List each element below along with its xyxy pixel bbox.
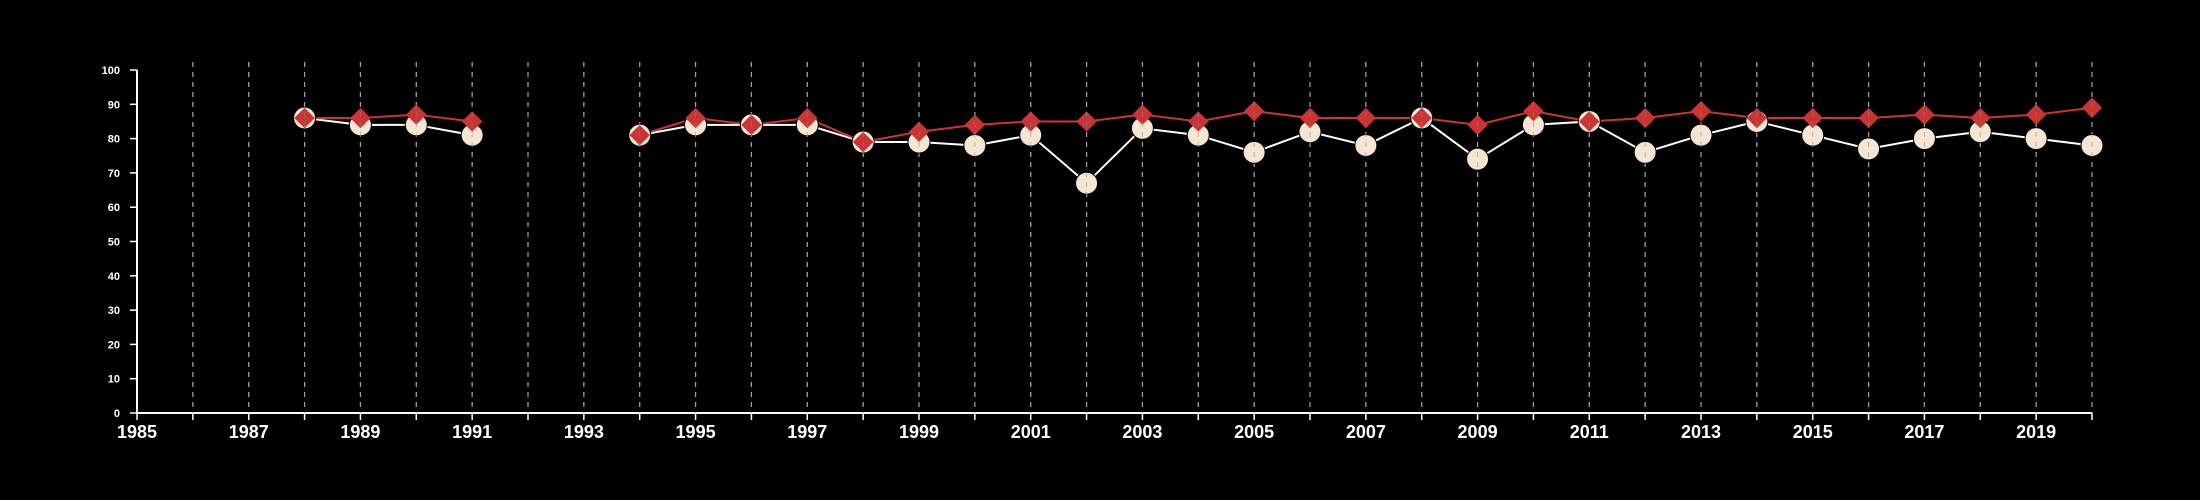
x-tick-label-2019: 2019 bbox=[2016, 422, 2056, 442]
y-tick-label-30: 30 bbox=[108, 305, 120, 317]
y-tick-label-90: 90 bbox=[108, 99, 120, 111]
tick-labels: 0 10 20 30 40 50 60 70 80 90 100 1985 1987 1989 1991 19… bbox=[102, 65, 2057, 442]
x-tick-label-1999: 1999 bbox=[899, 422, 939, 442]
series-b-point-2006 bbox=[1299, 107, 1321, 129]
series-b-point-1999 bbox=[908, 121, 930, 142]
y-tick-label-0: 0 bbox=[114, 408, 120, 420]
x-tick-label-1985: 1985 bbox=[117, 422, 157, 442]
series-b-point-1997 bbox=[797, 107, 818, 129]
series-b-point-2014 bbox=[1746, 107, 1768, 129]
y-tick-label-60: 60 bbox=[108, 202, 120, 214]
series-b-point-2004 bbox=[1188, 111, 1209, 132]
series-b-point-1995 bbox=[685, 107, 706, 129]
y-tick-label-20: 20 bbox=[108, 339, 120, 351]
x-tick-label-1997: 1997 bbox=[787, 422, 827, 442]
series-b-line-0 bbox=[304, 113, 473, 123]
series-a-line-0 bbox=[304, 117, 473, 137]
axes bbox=[130, 69, 2093, 420]
series-b-point-2012 bbox=[1634, 107, 1656, 129]
series-b-point-2008 bbox=[1411, 107, 1432, 129]
series-a-point-2016 bbox=[1857, 137, 1881, 161]
x-tick-label-2011: 2011 bbox=[1570, 422, 1609, 442]
series-a-point-2019 bbox=[2024, 127, 2048, 151]
x-tick-label-2007: 2007 bbox=[1346, 422, 1386, 442]
x-tick-label-2009: 2009 bbox=[1458, 422, 1498, 442]
x-tick-label-2015: 2015 bbox=[1793, 422, 1833, 442]
series-b-point-2011 bbox=[1579, 111, 1600, 132]
series-a-point-2017 bbox=[1912, 127, 1936, 151]
y-tick-label-50: 50 bbox=[108, 237, 120, 249]
series-b-point-1988 bbox=[294, 107, 315, 129]
y-tick-label-70: 70 bbox=[108, 168, 120, 180]
series-b-point-2010 bbox=[1523, 100, 1544, 122]
y-tick-label-100: 100 bbox=[102, 65, 120, 77]
x-tick-label-1991: 1991 bbox=[452, 422, 492, 442]
series-b-point-2018 bbox=[1970, 107, 1991, 129]
x-tick-label-2013: 2013 bbox=[1681, 422, 1721, 442]
x-tick-label-2001: 2001 bbox=[1011, 422, 1051, 442]
series-b-point-1991 bbox=[461, 111, 483, 132]
y-tick-label-80: 80 bbox=[108, 134, 120, 146]
x-tick-label-1987: 1987 bbox=[229, 422, 269, 442]
series-b-point-1989 bbox=[350, 107, 371, 129]
x-tick-label-1993: 1993 bbox=[564, 422, 604, 442]
x-tick-label-2017: 2017 bbox=[1904, 422, 1944, 442]
x-tick-label-1995: 1995 bbox=[676, 422, 716, 442]
y-tick-label-10: 10 bbox=[108, 374, 120, 386]
series-b-point-2005 bbox=[1243, 100, 1265, 122]
y-tick-label-40: 40 bbox=[108, 271, 120, 283]
x-tick-label-2005: 2005 bbox=[1234, 422, 1274, 442]
x-tick-label-1989: 1989 bbox=[340, 422, 380, 442]
series-b-point-2015 bbox=[1802, 107, 1823, 129]
series-b-point-2013 bbox=[1690, 100, 1712, 122]
series-a-point-2009 bbox=[1466, 147, 1490, 171]
x-tick-label-2003: 2003 bbox=[1122, 422, 1162, 442]
series-b-point-2007 bbox=[1355, 107, 1377, 129]
series-layer bbox=[192, 62, 2104, 413]
series-b-point-2001 bbox=[1020, 111, 1041, 132]
series-b-point-2002 bbox=[1076, 111, 1097, 132]
series-b-point-2016 bbox=[1858, 107, 1879, 129]
series-b-point-2020 bbox=[2081, 97, 2103, 118]
